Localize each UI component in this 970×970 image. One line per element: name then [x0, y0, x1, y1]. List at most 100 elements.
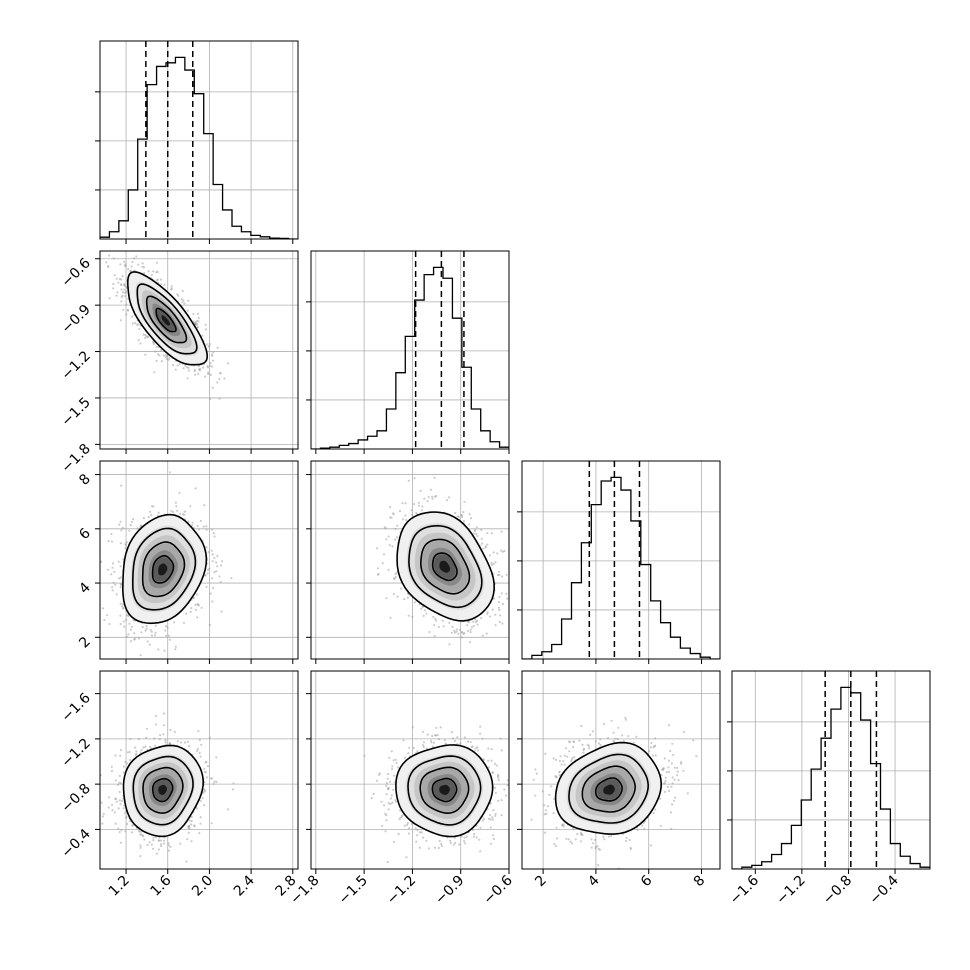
scatter-point — [142, 266, 146, 269]
scatter-point — [120, 799, 124, 803]
scatter-point — [407, 832, 410, 835]
scatter-point — [576, 832, 579, 836]
scatter-point — [629, 847, 633, 851]
scatter-point — [205, 525, 208, 528]
x-tick-label: 2.4 — [231, 872, 258, 899]
scatter-point — [486, 612, 489, 616]
scatter-point — [413, 601, 416, 604]
scatter-point — [119, 520, 122, 523]
scatter-point — [581, 833, 584, 837]
scatter-point — [469, 740, 472, 744]
scatter-point — [201, 797, 204, 800]
scatter-point — [490, 532, 493, 535]
scatter-point — [202, 525, 205, 528]
scatter-point — [154, 634, 157, 637]
scatter-point — [123, 282, 126, 285]
scatter-point — [586, 743, 589, 746]
scatter-point — [434, 734, 438, 737]
scatter-point — [501, 622, 504, 625]
scatter-point — [197, 320, 200, 323]
scatter-point — [156, 353, 160, 356]
scatter-point — [396, 595, 399, 598]
scatter-point — [139, 846, 142, 849]
scatter-point — [152, 836, 155, 839]
scatter-point — [147, 515, 150, 519]
scatter-point — [558, 774, 561, 777]
scatter-point — [419, 489, 422, 492]
scatter-point — [174, 645, 177, 648]
scatter-point — [482, 758, 486, 762]
scatter-point — [395, 800, 398, 803]
scatter-point — [468, 641, 472, 644]
scatter-point — [220, 564, 223, 567]
scatter-point — [411, 615, 414, 618]
scatter-point — [152, 505, 155, 508]
scatter-point — [205, 528, 208, 531]
scatter-point — [129, 640, 133, 643]
scatter-point — [197, 364, 200, 367]
scatter-point — [394, 538, 397, 541]
scatter-point — [118, 774, 121, 778]
contour-line — [121, 513, 208, 625]
scatter-point — [673, 778, 676, 781]
scatter-point — [581, 743, 584, 747]
scatter-point — [670, 827, 673, 830]
y-tick-label: −0.6 — [58, 255, 93, 290]
scatter-point — [122, 620, 125, 623]
scatter-point — [401, 518, 404, 521]
scatter-point — [417, 504, 420, 507]
scatter-point — [195, 322, 198, 325]
scatter-point — [624, 718, 628, 721]
scatter-point — [420, 831, 423, 834]
density-fill — [439, 784, 450, 795]
scatter-point — [163, 836, 166, 839]
scatter-point — [165, 357, 168, 360]
scatter-point — [458, 628, 461, 632]
scatter-point — [132, 619, 135, 622]
scatter-point — [614, 737, 617, 740]
scatter-point — [621, 734, 624, 737]
scatter-point — [188, 745, 191, 748]
scatter-point — [133, 638, 136, 641]
scatter-point — [544, 831, 547, 834]
scatter-point — [447, 496, 451, 499]
scatter-point — [438, 738, 441, 741]
scatter-point — [144, 336, 147, 340]
scatter-point — [134, 746, 137, 749]
scatter-point — [152, 340, 155, 343]
scatter-point — [139, 654, 142, 657]
scatter-point — [120, 283, 123, 286]
scatter-point — [491, 834, 495, 837]
scatter-point — [494, 624, 497, 627]
scatter-point — [498, 595, 501, 599]
scatter-point — [544, 809, 547, 812]
scatter-point — [187, 369, 190, 372]
scatter-point — [207, 551, 210, 554]
axes-frame — [99, 40, 299, 240]
scatter-point — [211, 354, 214, 357]
scatter-point — [556, 875, 558, 877]
scatter-point — [125, 290, 128, 293]
scatter-point — [597, 847, 600, 851]
scatter-point — [398, 818, 401, 821]
scatter-point — [481, 819, 484, 822]
scatter-point — [574, 838, 577, 841]
scatter-point — [565, 837, 568, 841]
scatter-point — [673, 766, 676, 769]
scatter-point — [124, 830, 127, 833]
scatter-point — [208, 344, 211, 348]
scatter-point — [494, 791, 497, 795]
scatter-point — [108, 622, 111, 626]
scatter-point — [624, 839, 628, 843]
scatter-point — [155, 261, 159, 264]
scatter-point — [115, 800, 118, 803]
scatter-point — [472, 532, 475, 535]
scatter-point — [370, 797, 373, 800]
scatter-point — [402, 739, 405, 742]
scatter-point — [186, 838, 189, 841]
scatter-point — [189, 505, 192, 508]
scatter-point — [641, 824, 644, 827]
scatter-point — [465, 835, 468, 838]
scatter-point — [466, 629, 469, 633]
pair-panel-2-0: 2 4 6 8 — [76, 460, 299, 664]
